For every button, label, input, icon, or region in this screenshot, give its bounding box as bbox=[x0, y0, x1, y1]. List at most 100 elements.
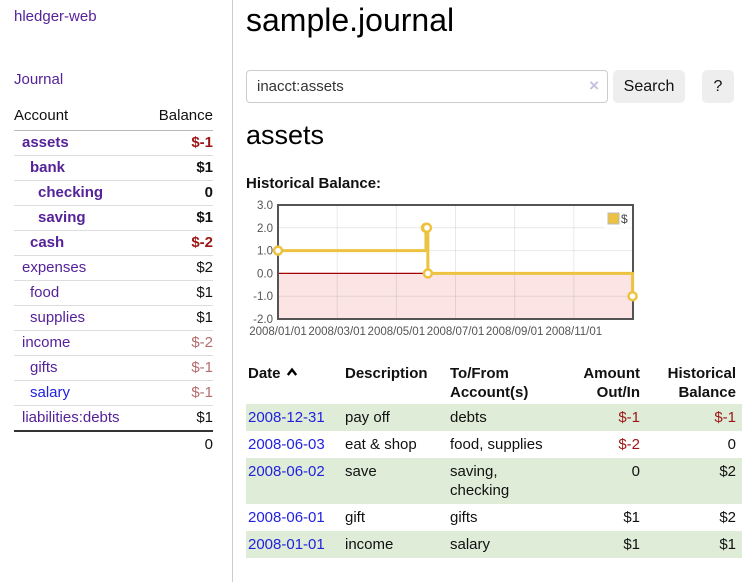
register-accounts: saving, checking bbox=[450, 463, 510, 500]
register-balance: 0 bbox=[727, 436, 736, 454]
x-axis-labels: 2008/01/01 2008/03/01 2008/05/01 2008/07/01… bbox=[249, 326, 602, 338]
help-button[interactable]: ? bbox=[702, 70, 734, 103]
amount-column-header: Amount Out/In bbox=[583, 365, 640, 402]
date-column-header[interactable]: Date bbox=[246, 362, 343, 404]
account-balance: $-2 bbox=[145, 230, 213, 256]
register-accounts: gifts bbox=[450, 509, 478, 527]
svg-text:2008/01/01: 2008/01/01 bbox=[249, 326, 307, 338]
account-balance: $-1 bbox=[145, 380, 213, 406]
register-balance: $1 bbox=[719, 536, 736, 554]
svg-text:3.0: 3.0 bbox=[257, 200, 273, 212]
register-date-link[interactable]: 2008-12-31 bbox=[248, 409, 325, 427]
register-balance: $-1 bbox=[714, 409, 736, 427]
plot-border bbox=[277, 204, 634, 320]
accounts-table: Account Balance assets $-1 bank $1 checking 0… bbox=[14, 103, 213, 457]
register-description: income bbox=[345, 536, 394, 554]
account-balance: $-1 bbox=[145, 355, 213, 381]
register-balance: $2 bbox=[719, 509, 736, 527]
account-row: checking 0 bbox=[14, 180, 213, 206]
account-row: cash $-2 bbox=[14, 230, 213, 256]
search-box: × bbox=[246, 70, 608, 103]
chart-title: Historical Balance: bbox=[246, 175, 382, 192]
register-table: Date Description To/From Account(s) Amou… bbox=[246, 362, 742, 559]
search-input[interactable] bbox=[246, 70, 608, 103]
register-description: eat & shop bbox=[345, 436, 417, 454]
account-link[interactable]: supplies bbox=[30, 309, 86, 326]
data-point-markers bbox=[272, 222, 638, 302]
register-description: gift bbox=[345, 509, 366, 527]
account-link[interactable]: cash bbox=[30, 234, 65, 251]
search-bar: × Search ? bbox=[246, 70, 734, 103]
accounts-total-spacer bbox=[14, 430, 146, 457]
account-row: assets $-1 bbox=[14, 130, 213, 156]
register-header-row: Date Description To/From Account(s) Amou… bbox=[246, 362, 742, 404]
app-brand-link[interactable]: hledger-web bbox=[14, 8, 97, 25]
account-row: liabilities:debts $1 bbox=[14, 405, 213, 432]
svg-text:$: $ bbox=[621, 212, 628, 226]
register-balance: $2 bbox=[719, 463, 736, 481]
register-date-link[interactable]: 2008-06-03 bbox=[248, 436, 325, 454]
account-link[interactable]: liabilities:debts bbox=[22, 409, 120, 426]
account-link[interactable]: salary bbox=[30, 384, 71, 401]
account-link[interactable]: food bbox=[30, 284, 60, 301]
y-axis-labels: 3.0 2.0 1.0 0.0 -1.0 -2.0 bbox=[253, 200, 273, 326]
balance-column-header-main: Historical Balance bbox=[667, 365, 736, 402]
svg-text:-1.0: -1.0 bbox=[253, 291, 273, 303]
account-link[interactable]: saving bbox=[38, 209, 86, 226]
svg-text:2.0: 2.0 bbox=[257, 223, 273, 235]
table-row: 2008-12-31 pay off debts $-1 $-1 bbox=[246, 404, 742, 432]
account-column-header: Account bbox=[14, 103, 146, 131]
account-row: gifts $-1 bbox=[14, 355, 213, 381]
register-amount: $-1 bbox=[618, 409, 640, 427]
register-date-link[interactable]: 2008-06-02 bbox=[248, 463, 325, 481]
account-link[interactable]: checking bbox=[38, 184, 104, 201]
accounts-table-body: assets $-1 bank $1 checking 0 saving $1 cash $-2 e… bbox=[14, 130, 213, 432]
account-balance: 0 bbox=[145, 180, 213, 206]
svg-text:0.0: 0.0 bbox=[257, 268, 273, 280]
account-row: income $-2 bbox=[14, 330, 213, 356]
description-column-header: Description bbox=[345, 365, 428, 382]
register-accounts: salary bbox=[450, 536, 491, 554]
account-link[interactable]: income bbox=[22, 334, 71, 351]
clear-search-icon[interactable]: × bbox=[589, 76, 599, 95]
account-balance: $1 bbox=[145, 280, 213, 306]
sort-ascending-icon bbox=[286, 367, 297, 376]
account-balance: $2 bbox=[145, 255, 213, 281]
table-row: 2008-06-01 gift gifts $1 $2 bbox=[246, 504, 742, 531]
sidebar: hledger-web Journal Account Balance asse… bbox=[0, 0, 233, 582]
account-balance: $1 bbox=[145, 305, 213, 331]
chart-legend: $ bbox=[604, 209, 631, 228]
account-link[interactable]: gifts bbox=[30, 359, 58, 376]
register-amount: $-2 bbox=[618, 436, 640, 454]
search-button[interactable]: Search bbox=[613, 70, 685, 103]
svg-text:2008/11/01: 2008/11/01 bbox=[545, 326, 602, 338]
register-accounts: food, supplies bbox=[450, 436, 543, 454]
table-row: 2008-06-02 save saving, checking 0 $2 bbox=[246, 458, 742, 505]
account-balance: $1 bbox=[145, 405, 213, 432]
svg-text:2008/07/01: 2008/07/01 bbox=[427, 326, 485, 338]
account-row: supplies $1 bbox=[14, 305, 213, 331]
accounts-table-header-row: Account Balance bbox=[14, 103, 213, 131]
page-title: sample.journal bbox=[246, 2, 455, 38]
date-header-label: Date bbox=[248, 365, 281, 382]
account-link[interactable]: expenses bbox=[22, 259, 87, 276]
svg-text:1.0: 1.0 bbox=[257, 246, 273, 258]
table-row: 2008-01-01 income salary $1 $1 bbox=[246, 531, 742, 559]
account-balance: $-1 bbox=[145, 130, 213, 156]
register-description: save bbox=[345, 463, 377, 481]
register-date-link[interactable]: 2008-01-01 bbox=[248, 536, 325, 554]
account-link[interactable]: assets bbox=[22, 134, 69, 151]
register-date-link[interactable]: 2008-06-01 bbox=[248, 509, 325, 527]
svg-text:-2.0: -2.0 bbox=[253, 314, 273, 326]
register-accounts: debts bbox=[450, 409, 487, 427]
accounts-total-balance: 0 bbox=[145, 430, 213, 457]
account-row: saving $1 bbox=[14, 205, 213, 231]
account-balance: $-2 bbox=[145, 330, 213, 356]
sidebar-item-journal[interactable]: Journal bbox=[14, 71, 64, 88]
account-link[interactable]: bank bbox=[30, 159, 66, 176]
account-balance: $1 bbox=[145, 205, 213, 231]
accounts-column-header: To/From Account(s) bbox=[450, 365, 529, 402]
svg-text:2008/09/01: 2008/09/01 bbox=[486, 326, 544, 338]
register-description: pay off bbox=[345, 409, 390, 427]
